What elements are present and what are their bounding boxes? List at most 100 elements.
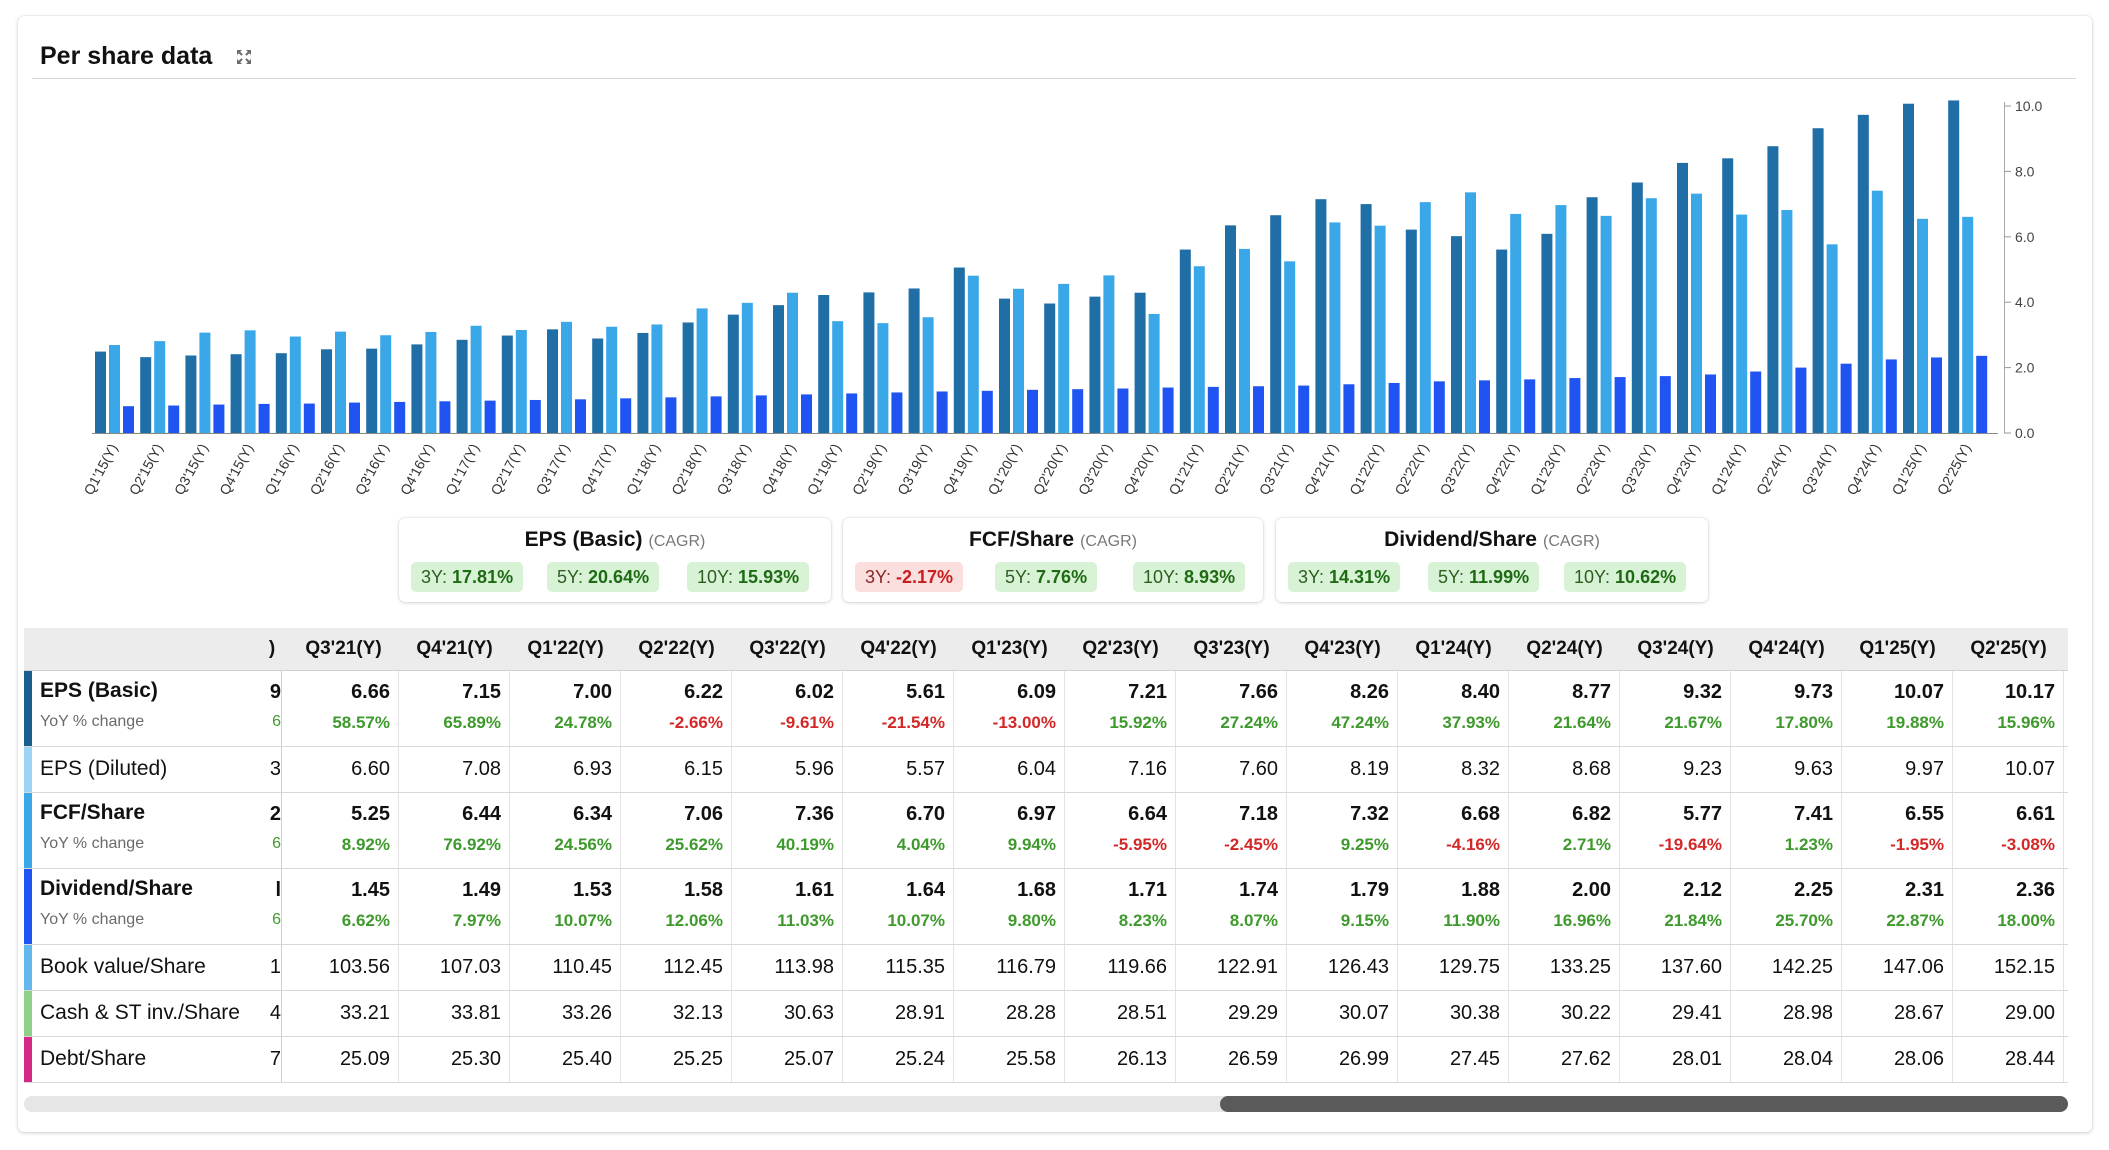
- bar-series-1-41[interactable]: [1948, 100, 1960, 433]
- bar-series-3-22[interactable]: [1117, 388, 1129, 433]
- bar-series-3-1[interactable]: [168, 405, 180, 433]
- bar-series-2-40[interactable]: [1917, 218, 1928, 433]
- bar-series-2-16[interactable]: [832, 321, 844, 433]
- bar-series-3-10[interactable]: [575, 399, 586, 433]
- bar-series-1-36[interactable]: [1722, 158, 1734, 433]
- bar-series-2-30[interactable]: [1465, 192, 1476, 433]
- bar-series-2-1[interactable]: [154, 341, 166, 433]
- bar-series-3-37[interactable]: [1795, 367, 1807, 433]
- bar-series-2-8[interactable]: [470, 325, 482, 433]
- bar-series-3-29[interactable]: [1433, 381, 1445, 433]
- bar-series-1-23[interactable]: [1134, 292, 1146, 433]
- column-header[interactable]: Q2'22(Y): [638, 638, 715, 659]
- bar-series-3-41[interactable]: [1976, 355, 1988, 433]
- bar-series-2-28[interactable]: [1374, 225, 1386, 433]
- column-header[interactable]: Q4'22(Y): [860, 638, 937, 659]
- horizontal-scrollbar[interactable]: [24, 1096, 2068, 1112]
- bar-series-2-10[interactable]: [561, 321, 572, 433]
- bar-series-1-16[interactable]: [818, 295, 830, 433]
- column-header[interactable]: Q3'22(Y): [749, 638, 826, 659]
- bar-series-1-3[interactable]: [230, 354, 242, 433]
- bar-series-2-23[interactable]: [1148, 313, 1160, 433]
- column-header[interactable]: Q1'23(Y): [971, 638, 1048, 659]
- bar-series-3-38[interactable]: [1840, 363, 1852, 433]
- bar-series-2-15[interactable]: [787, 292, 798, 433]
- bar-series-1-10[interactable]: [547, 329, 558, 433]
- bar-series-1-20[interactable]: [999, 298, 1010, 433]
- bar-series-2-6[interactable]: [380, 335, 392, 433]
- scrollbar-thumb[interactable]: [1220, 1096, 2068, 1112]
- bar-series-1-31[interactable]: [1496, 249, 1508, 433]
- bar-series-2-12[interactable]: [651, 324, 663, 433]
- bar-series-1-39[interactable]: [1857, 114, 1869, 433]
- bar-series-1-33[interactable]: [1586, 197, 1598, 433]
- bar-series-2-38[interactable]: [1826, 244, 1838, 433]
- column-header[interactable]: Q2'25(Y): [1970, 638, 2047, 659]
- bar-series-2-2[interactable]: [199, 332, 211, 433]
- expand-icon[interactable]: [236, 49, 252, 70]
- bar-series-2-20[interactable]: [1013, 288, 1024, 433]
- bar-series-3-5[interactable]: [349, 402, 360, 433]
- bar-series-1-13[interactable]: [682, 322, 694, 433]
- bar-series-1-37[interactable]: [1767, 146, 1779, 433]
- bar-series-3-19[interactable]: [981, 390, 993, 433]
- bar-series-3-30[interactable]: [1479, 380, 1490, 433]
- bar-series-1-22[interactable]: [1089, 296, 1101, 433]
- bar-series-1-38[interactable]: [1812, 128, 1824, 433]
- bar-series-1-34[interactable]: [1631, 182, 1643, 433]
- column-header[interactable]: Q2'24(Y): [1526, 638, 1603, 659]
- bar-series-3-13[interactable]: [710, 396, 722, 433]
- bar-series-1-30[interactable]: [1451, 236, 1462, 433]
- bar-series-3-39[interactable]: [1885, 359, 1897, 433]
- bar-series-3-24[interactable]: [1207, 386, 1219, 433]
- bar-series-3-11[interactable]: [620, 398, 632, 433]
- bar-series-2-0[interactable]: [109, 345, 120, 433]
- bar-series-1-5[interactable]: [321, 349, 332, 433]
- bar-series-2-26[interactable]: [1284, 261, 1296, 433]
- column-header[interactable]: Q1'24(Y): [1415, 638, 1492, 659]
- bar-series-1-26[interactable]: [1270, 215, 1282, 433]
- bar-series-2-27[interactable]: [1329, 222, 1341, 433]
- bar-series-2-17[interactable]: [877, 323, 889, 433]
- column-header[interactable]: Q4'21(Y): [416, 638, 493, 659]
- bar-series-3-14[interactable]: [755, 395, 767, 433]
- bar-series-3-40[interactable]: [1931, 357, 1942, 433]
- bar-series-1-11[interactable]: [592, 338, 604, 433]
- bar-series-1-18[interactable]: [908, 288, 920, 433]
- bar-series-1-28[interactable]: [1360, 204, 1372, 433]
- column-header[interactable]: Q3'24(Y): [1637, 638, 1714, 659]
- bar-series-3-26[interactable]: [1298, 385, 1310, 433]
- bar-series-2-41[interactable]: [1962, 216, 1974, 433]
- bar-series-2-21[interactable]: [1058, 283, 1070, 433]
- bar-series-3-18[interactable]: [936, 391, 948, 433]
- bar-series-3-27[interactable]: [1343, 384, 1355, 433]
- bar-series-3-16[interactable]: [846, 393, 858, 433]
- bar-series-1-19[interactable]: [953, 267, 965, 433]
- bar-series-1-6[interactable]: [366, 348, 378, 433]
- bar-series-2-29[interactable]: [1419, 202, 1431, 433]
- bar-series-3-23[interactable]: [1162, 387, 1174, 433]
- column-header[interactable]: Q1'22(Y): [527, 638, 604, 659]
- bar-series-1-21[interactable]: [1044, 303, 1056, 433]
- bar-series-2-22[interactable]: [1103, 275, 1115, 433]
- column-header[interactable]: Q4'23(Y): [1304, 638, 1381, 659]
- bar-series-3-33[interactable]: [1614, 377, 1626, 433]
- bar-series-2-4[interactable]: [289, 336, 301, 433]
- bar-series-3-21[interactable]: [1072, 389, 1084, 433]
- bar-series-1-35[interactable]: [1677, 162, 1688, 433]
- bar-series-3-0[interactable]: [123, 406, 134, 433]
- column-header[interactable]: Q2'23(Y): [1082, 638, 1159, 659]
- bar-series-1-0[interactable]: [95, 351, 106, 433]
- bar-series-2-36[interactable]: [1736, 214, 1748, 433]
- bar-series-2-37[interactable]: [1781, 209, 1793, 433]
- bar-series-2-13[interactable]: [696, 308, 708, 433]
- bar-series-2-9[interactable]: [515, 329, 527, 433]
- bar-series-3-17[interactable]: [891, 392, 903, 433]
- bar-series-1-4[interactable]: [275, 353, 287, 433]
- column-header[interactable]: Q1'25(Y): [1859, 638, 1936, 659]
- bar-series-3-28[interactable]: [1388, 382, 1400, 433]
- bar-series-1-24[interactable]: [1179, 249, 1191, 433]
- bar-series-3-8[interactable]: [484, 400, 496, 433]
- bar-series-3-9[interactable]: [529, 399, 541, 433]
- bar-series-3-2[interactable]: [213, 404, 225, 433]
